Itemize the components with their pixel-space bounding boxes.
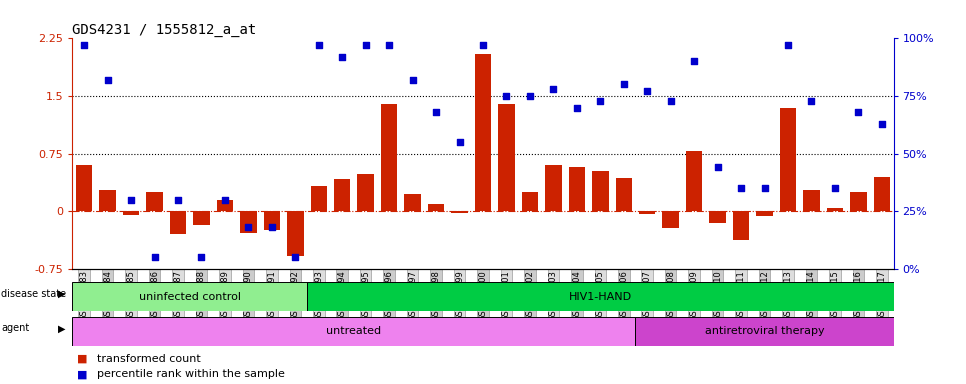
- Point: [264, 224, 279, 230]
- Point: [358, 42, 374, 48]
- Point: [288, 254, 303, 260]
- Bar: [287, 211, 303, 256]
- Point: [851, 109, 867, 115]
- Bar: [123, 211, 139, 215]
- Bar: [522, 192, 538, 211]
- Bar: [545, 165, 561, 211]
- Bar: [709, 211, 725, 223]
- Bar: [569, 167, 585, 211]
- Point: [523, 93, 538, 99]
- Bar: [639, 211, 656, 214]
- Text: transformed count: transformed count: [97, 354, 200, 364]
- Bar: [592, 171, 609, 211]
- Point: [616, 81, 632, 88]
- Point: [382, 42, 397, 48]
- Bar: [686, 151, 702, 211]
- Bar: [334, 179, 351, 211]
- Bar: [428, 204, 444, 211]
- Bar: [663, 211, 679, 228]
- Text: untreated: untreated: [327, 326, 382, 336]
- Point: [311, 42, 327, 48]
- Point: [428, 109, 443, 115]
- Bar: [216, 200, 233, 211]
- Point: [194, 254, 210, 260]
- Bar: [636, 317, 894, 346]
- Text: disease state: disease state: [1, 289, 66, 299]
- Point: [569, 104, 584, 111]
- Text: ■: ■: [77, 369, 88, 379]
- Point: [124, 197, 139, 203]
- Bar: [498, 104, 515, 211]
- Bar: [475, 54, 491, 211]
- Bar: [780, 108, 796, 211]
- Point: [452, 139, 468, 145]
- Point: [756, 185, 772, 191]
- Bar: [827, 208, 843, 211]
- Bar: [241, 211, 257, 233]
- Bar: [76, 165, 93, 211]
- Bar: [264, 211, 280, 230]
- Bar: [381, 104, 397, 211]
- Point: [733, 185, 749, 191]
- Point: [687, 58, 702, 65]
- Bar: [873, 177, 890, 211]
- Point: [710, 164, 725, 170]
- Point: [874, 121, 890, 127]
- Point: [804, 98, 819, 104]
- Point: [546, 86, 561, 92]
- Text: percentile rank within the sample: percentile rank within the sample: [97, 369, 284, 379]
- Point: [334, 54, 350, 60]
- Bar: [147, 192, 163, 211]
- Bar: [72, 282, 307, 311]
- Text: agent: agent: [1, 323, 29, 333]
- Point: [498, 93, 514, 99]
- Point: [663, 98, 678, 104]
- Bar: [615, 178, 632, 211]
- Bar: [307, 282, 894, 311]
- Text: antiretroviral therapy: antiretroviral therapy: [705, 326, 824, 336]
- Point: [592, 98, 608, 104]
- Point: [639, 88, 655, 94]
- Bar: [72, 317, 636, 346]
- Point: [405, 77, 420, 83]
- Bar: [804, 190, 820, 211]
- Bar: [99, 190, 116, 211]
- Text: ▶: ▶: [58, 323, 66, 333]
- Bar: [170, 211, 186, 234]
- Point: [170, 197, 185, 203]
- Text: HIV1-HAND: HIV1-HAND: [569, 291, 632, 302]
- Text: ▶: ▶: [58, 289, 66, 299]
- Bar: [850, 192, 867, 211]
- Text: uninfected control: uninfected control: [139, 291, 241, 302]
- Bar: [733, 211, 750, 240]
- Point: [781, 42, 796, 48]
- Bar: [756, 211, 773, 216]
- Point: [147, 254, 162, 260]
- Point: [76, 42, 92, 48]
- Point: [827, 185, 842, 191]
- Point: [475, 42, 491, 48]
- Bar: [193, 211, 210, 225]
- Point: [217, 197, 233, 203]
- Bar: [405, 194, 421, 211]
- Bar: [357, 174, 374, 211]
- Bar: [311, 186, 327, 211]
- Point: [241, 224, 256, 230]
- Bar: [451, 211, 468, 213]
- Text: GDS4231 / 1555812_a_at: GDS4231 / 1555812_a_at: [72, 23, 257, 37]
- Point: [99, 77, 115, 83]
- Text: ■: ■: [77, 354, 88, 364]
